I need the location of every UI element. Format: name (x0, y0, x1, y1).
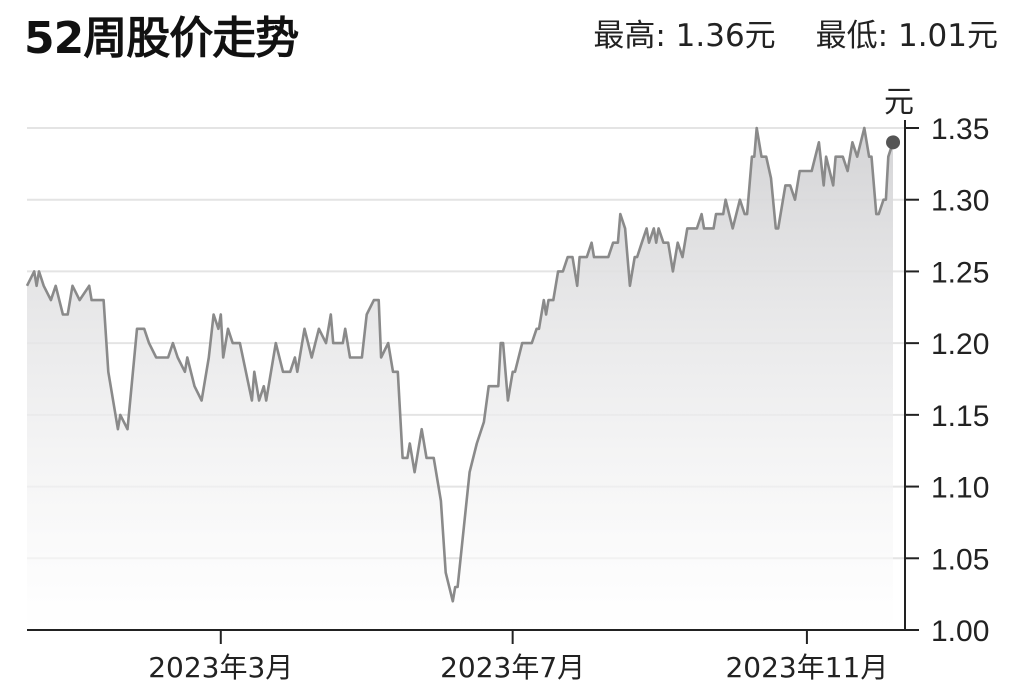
y-tick-label: 1.15 (931, 400, 989, 433)
low-price-label: 最低: 1.01元 (815, 18, 998, 54)
y-tick-label: 1.35 (931, 113, 989, 146)
price-range-stats: 最高: 1.36元 最低: 1.01元 (553, 10, 998, 55)
y-tick-label: 1.05 (931, 543, 989, 576)
x-tick-label: 2023年7月 (440, 651, 585, 682)
x-tick-label: 2023年11月 (725, 651, 888, 682)
y-tick-label: 1.25 (931, 256, 989, 289)
y-tick-label: 1.30 (931, 185, 989, 218)
axes: 1.00 1.05 1.10 1.15 1.20 1.25 1.30 1.35 2023年3月 2… (27, 113, 989, 682)
y-tick-label: 1.10 (931, 472, 989, 505)
last-price-marker (886, 135, 901, 150)
price-line (25, 126, 895, 603)
chart-title: 52周股价走势 (24, 13, 299, 64)
x-tick-label: 2023年3月 (148, 651, 293, 682)
y-tick-label: 1.20 (931, 328, 989, 361)
high-price-label: 最高: 1.36元 (593, 18, 776, 54)
y-tick-label: 1.00 (931, 615, 989, 648)
y-axis-unit: 元 (884, 85, 914, 120)
